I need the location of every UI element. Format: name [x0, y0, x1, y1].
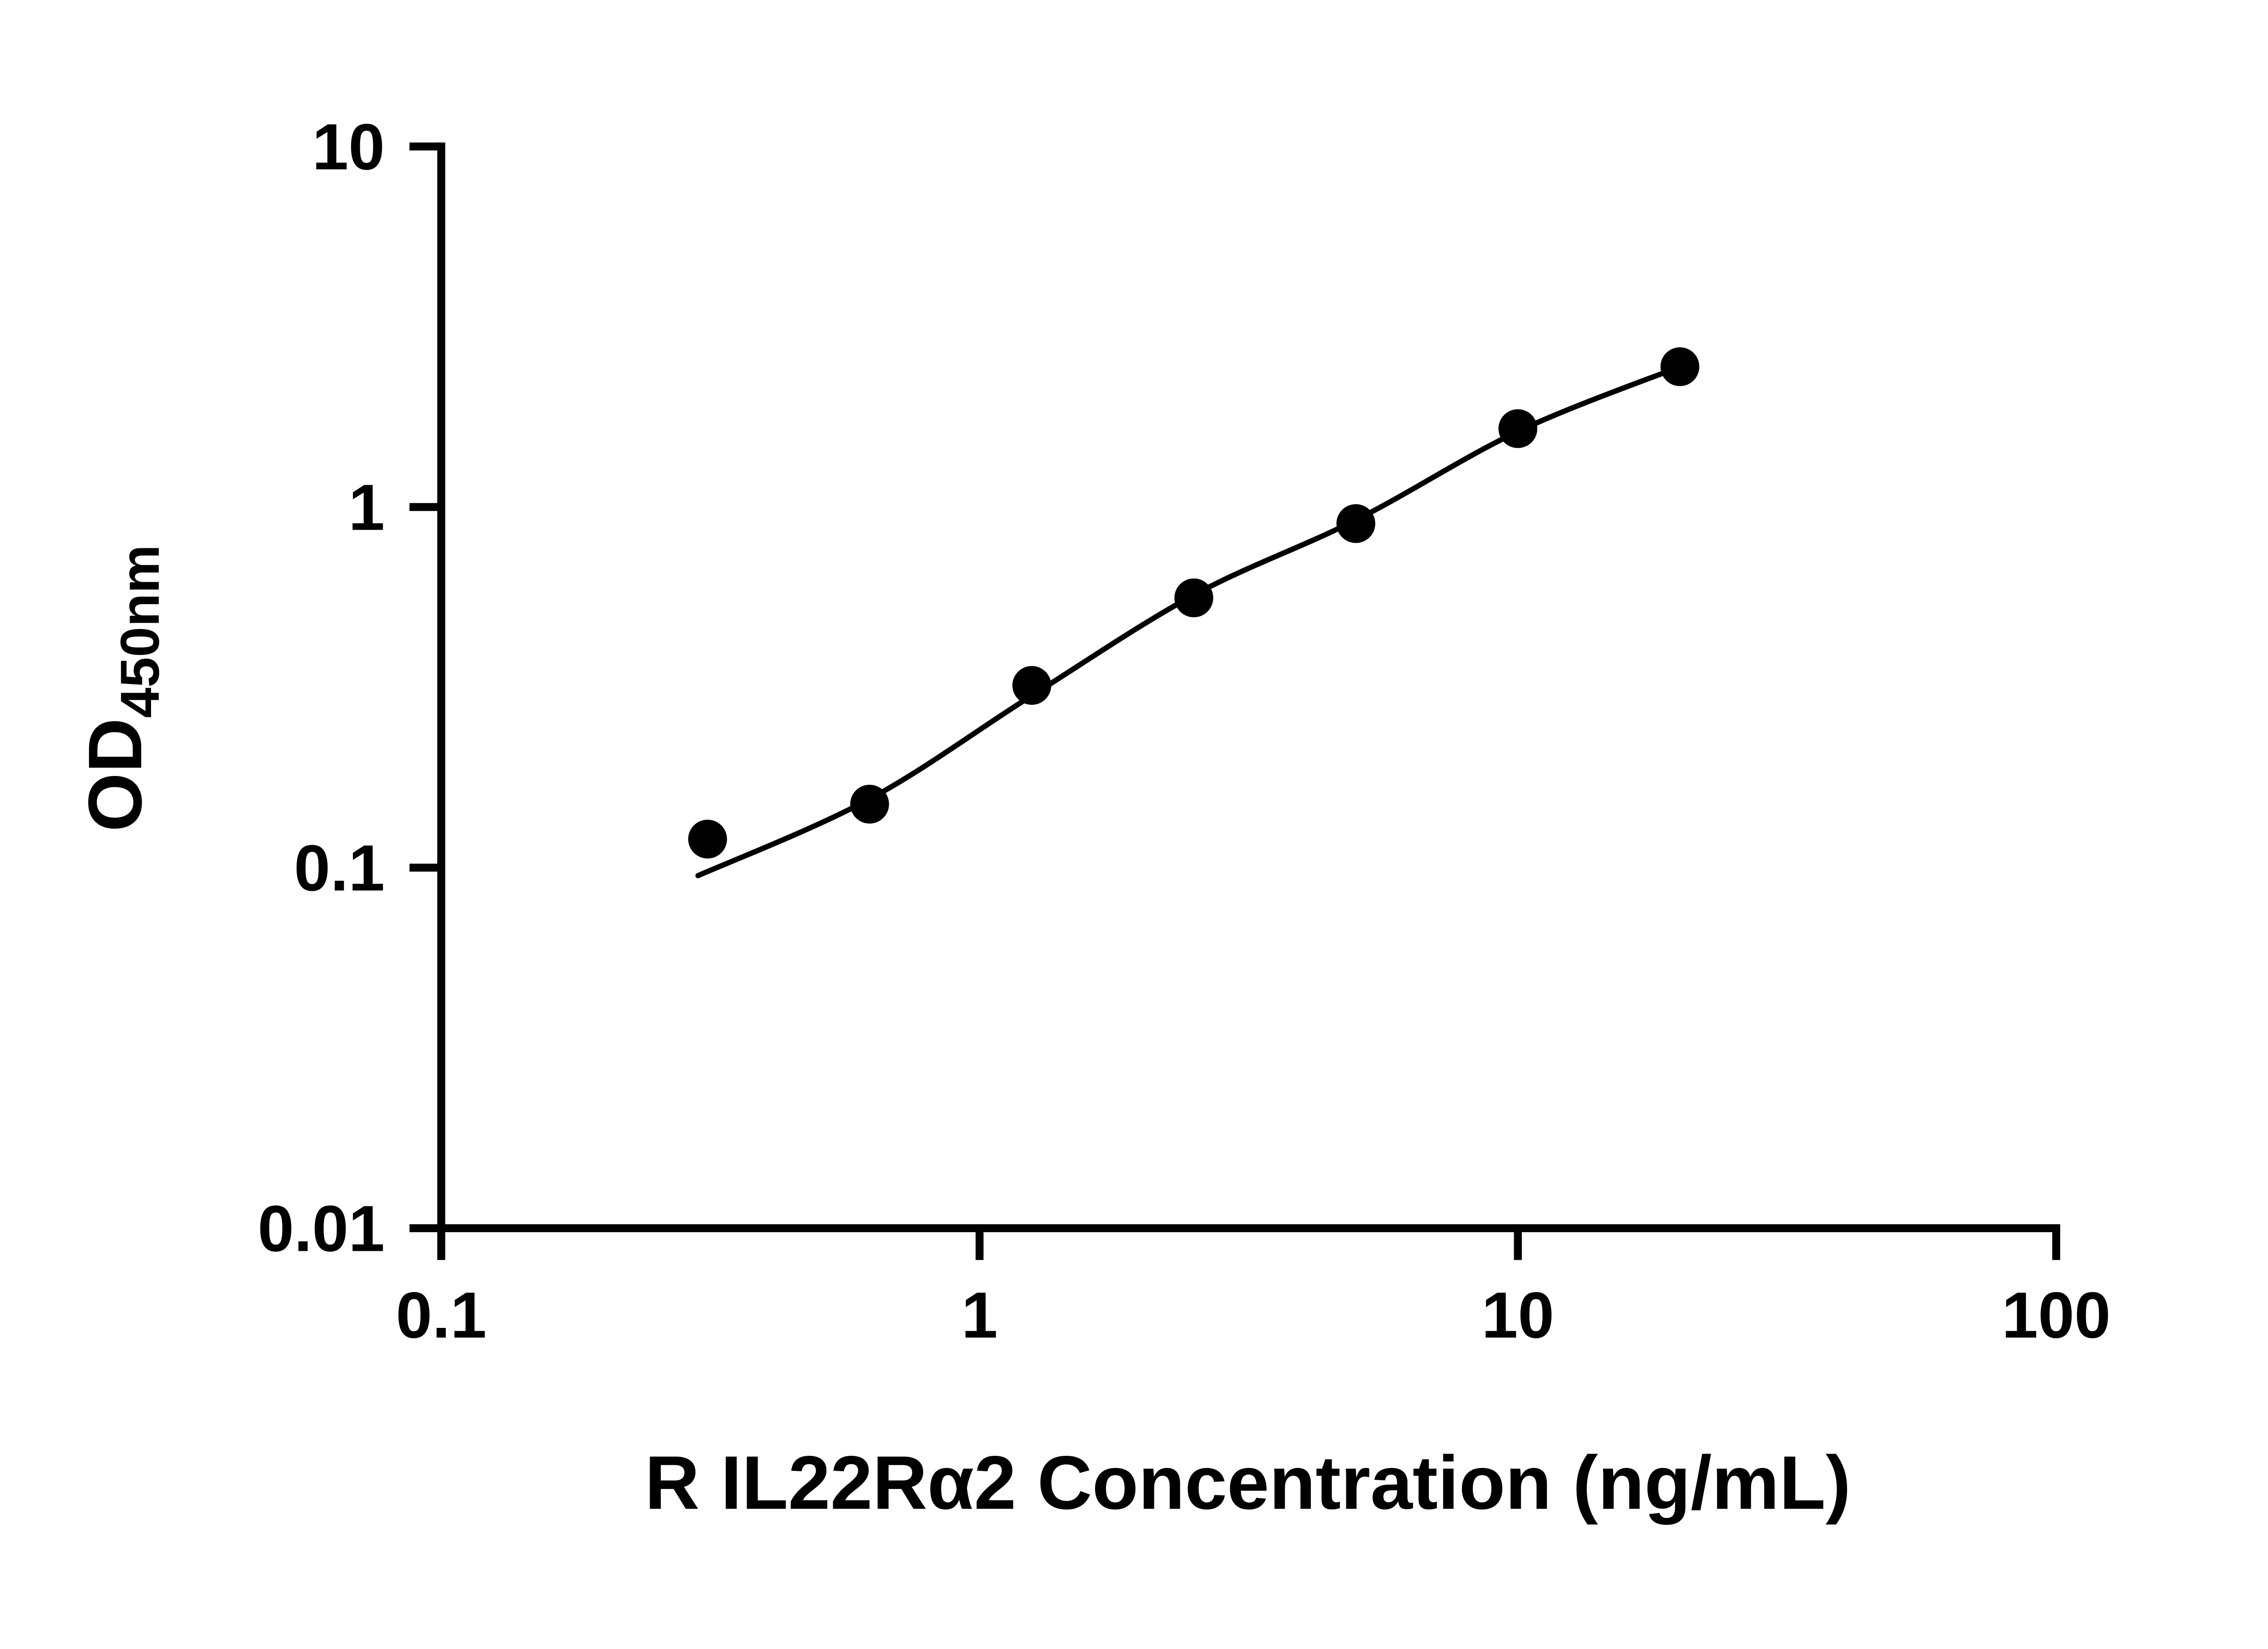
data-point	[688, 820, 727, 859]
data-point	[1336, 504, 1375, 543]
x-tick-label: 0.1	[396, 1278, 487, 1351]
axis-spine	[437, 142, 2060, 1232]
y-axis-title-subscript: 450nm	[109, 545, 171, 718]
y-axis-title: OD450nm	[73, 545, 171, 832]
y-axis-title-main: OD	[73, 718, 157, 832]
page: 0.01 0.1 1 10 0.1 1 10 100 R IL22Rα2 Concentrat…	[73, 110, 2111, 1525]
data-point	[1174, 578, 1213, 618]
x-axis-title: R IL22Rα2 Concentration (ng/mL)	[645, 1441, 1851, 1525]
data-point	[1012, 666, 1051, 705]
data-point	[850, 785, 889, 824]
y-tick-label: 0.1	[294, 831, 385, 904]
data-series	[688, 347, 1700, 878]
x-tick-label: 10	[1481, 1278, 1554, 1351]
y-tick-label: 10	[312, 110, 385, 183]
fit-curve	[695, 364, 1683, 878]
y-tick-label: 1	[348, 471, 385, 544]
data-point	[1498, 409, 1538, 448]
x-tick-label: 1	[962, 1278, 998, 1351]
data-point	[1660, 347, 1700, 386]
y-tick-label: 0.01	[258, 1192, 385, 1265]
x-tick-label: 100	[2002, 1278, 2111, 1351]
